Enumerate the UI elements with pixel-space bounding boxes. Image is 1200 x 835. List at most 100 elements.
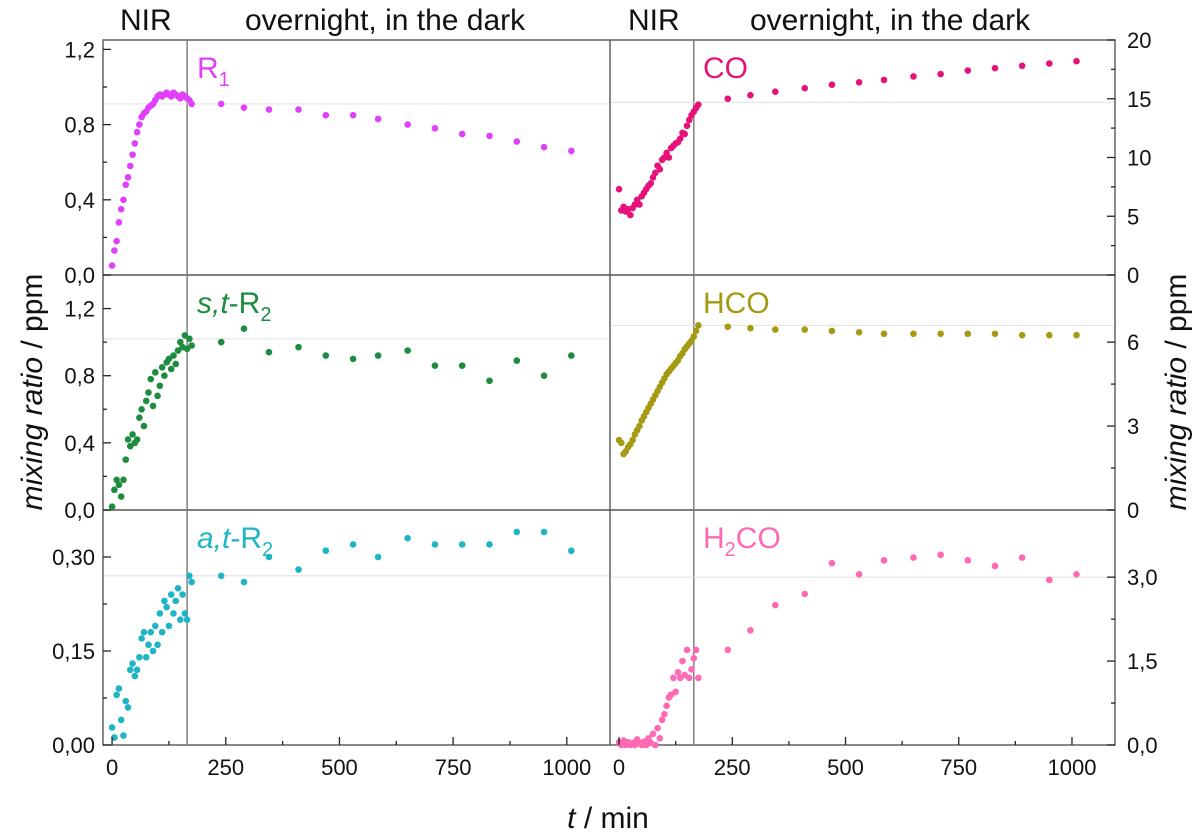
data-point: [108, 262, 116, 269]
axes: 0 250 500 750 1000 0 250 500 750 10000,00,40,81,2…: [52, 28, 1157, 780]
data-point: [186, 335, 193, 343]
data-point: [828, 327, 836, 335]
data-point: [679, 657, 686, 665]
data-point: [115, 481, 123, 489]
x-tick-label: 250: [714, 755, 751, 780]
data-point: [1073, 331, 1080, 339]
panel-label-part: 2: [260, 304, 271, 326]
data-point: [692, 646, 700, 654]
data-point: [117, 716, 125, 724]
data-point: [120, 196, 127, 204]
data-point: [133, 436, 141, 443]
data-point: [151, 369, 159, 376]
data-point: [513, 357, 521, 364]
panel-label-part: R: [197, 52, 219, 85]
y-axis-label-left-unit: / ppm: [16, 274, 49, 357]
data-point: [161, 597, 168, 605]
panel-label-part: -R: [229, 287, 261, 320]
data-point: [177, 338, 184, 346]
data-point: [880, 76, 888, 84]
panel-label-part: HCO: [703, 287, 770, 320]
y-tick-label: 6: [1127, 330, 1139, 355]
data-point: [683, 122, 691, 130]
data-point: [156, 610, 164, 617]
data-point: [374, 352, 382, 359]
data-point: [322, 352, 330, 359]
y-tick-label: 0,15: [52, 639, 95, 664]
data-point: [458, 130, 466, 138]
data-point: [177, 616, 184, 623]
data-point: [122, 456, 130, 463]
panel-label-part: 1: [219, 69, 230, 91]
x-tick-label: 500: [827, 755, 864, 780]
y-tick-label: 0,30: [52, 545, 95, 570]
panel-label-str2: s,t-R2: [197, 287, 271, 326]
data-point: [629, 436, 636, 444]
data-point: [1046, 60, 1053, 67]
data-point: [991, 562, 999, 570]
x-tick-label: 0: [613, 755, 625, 780]
data-point: [540, 528, 548, 536]
data-point: [663, 702, 670, 710]
data-point: [801, 84, 809, 92]
data-point: [1018, 62, 1026, 70]
panel-label-hco: HCO: [703, 287, 770, 320]
data-point: [724, 646, 732, 654]
data-point: [120, 476, 127, 484]
data-point: [138, 635, 145, 642]
data-point: [131, 140, 139, 147]
y-tick-label: 1,2: [64, 37, 95, 62]
data-point: [165, 622, 173, 630]
data-point: [322, 111, 330, 119]
data-point: [165, 355, 173, 363]
data-point: [513, 528, 521, 536]
data-point: [656, 734, 664, 742]
data-point: [404, 347, 411, 354]
data-point: [618, 439, 625, 447]
data-point: [1073, 57, 1080, 65]
data-point: [186, 572, 193, 580]
data-point: [113, 237, 120, 245]
data-point: [695, 322, 702, 329]
data-point: [349, 541, 357, 548]
data-point: [115, 219, 123, 226]
panel-label-part: CO: [703, 52, 748, 85]
data-point: [265, 553, 273, 561]
data-point: [1073, 571, 1080, 578]
data-point: [240, 325, 248, 333]
x-tick-label: 500: [321, 755, 358, 780]
data-point: [265, 106, 273, 113]
data-point: [322, 547, 330, 555]
x-tick-label: 750: [435, 755, 472, 780]
data-point: [374, 553, 382, 561]
data-point: [124, 436, 132, 443]
data-point: [964, 330, 972, 338]
series-r1: [108, 89, 575, 269]
data-point: [349, 355, 357, 363]
y-tick-label: 0,4: [64, 188, 95, 213]
data-point: [1046, 331, 1053, 339]
data-point: [151, 622, 159, 630]
data-point: [149, 647, 157, 655]
data-point: [855, 571, 863, 578]
header-dark-left: overnight, in the dark: [245, 4, 526, 37]
data-point: [855, 79, 863, 86]
data-point: [964, 557, 972, 564]
y-tick-label: 15: [1127, 87, 1151, 112]
data-point: [910, 73, 917, 80]
panel-label-atr2: a,t-R2: [197, 522, 273, 561]
data-point: [217, 338, 225, 346]
data-point: [349, 111, 357, 119]
data-point: [695, 674, 702, 682]
data-point: [404, 121, 411, 128]
data-point: [156, 382, 164, 390]
data-point: [149, 402, 157, 410]
data-point: [690, 654, 698, 662]
y-axis-label-right-var: mixing ratio: [1160, 357, 1193, 510]
data-point: [724, 323, 732, 331]
data-point: [513, 138, 521, 145]
data-point: [636, 422, 643, 430]
data-point: [724, 95, 732, 103]
panel-label-part: H: [703, 522, 725, 555]
